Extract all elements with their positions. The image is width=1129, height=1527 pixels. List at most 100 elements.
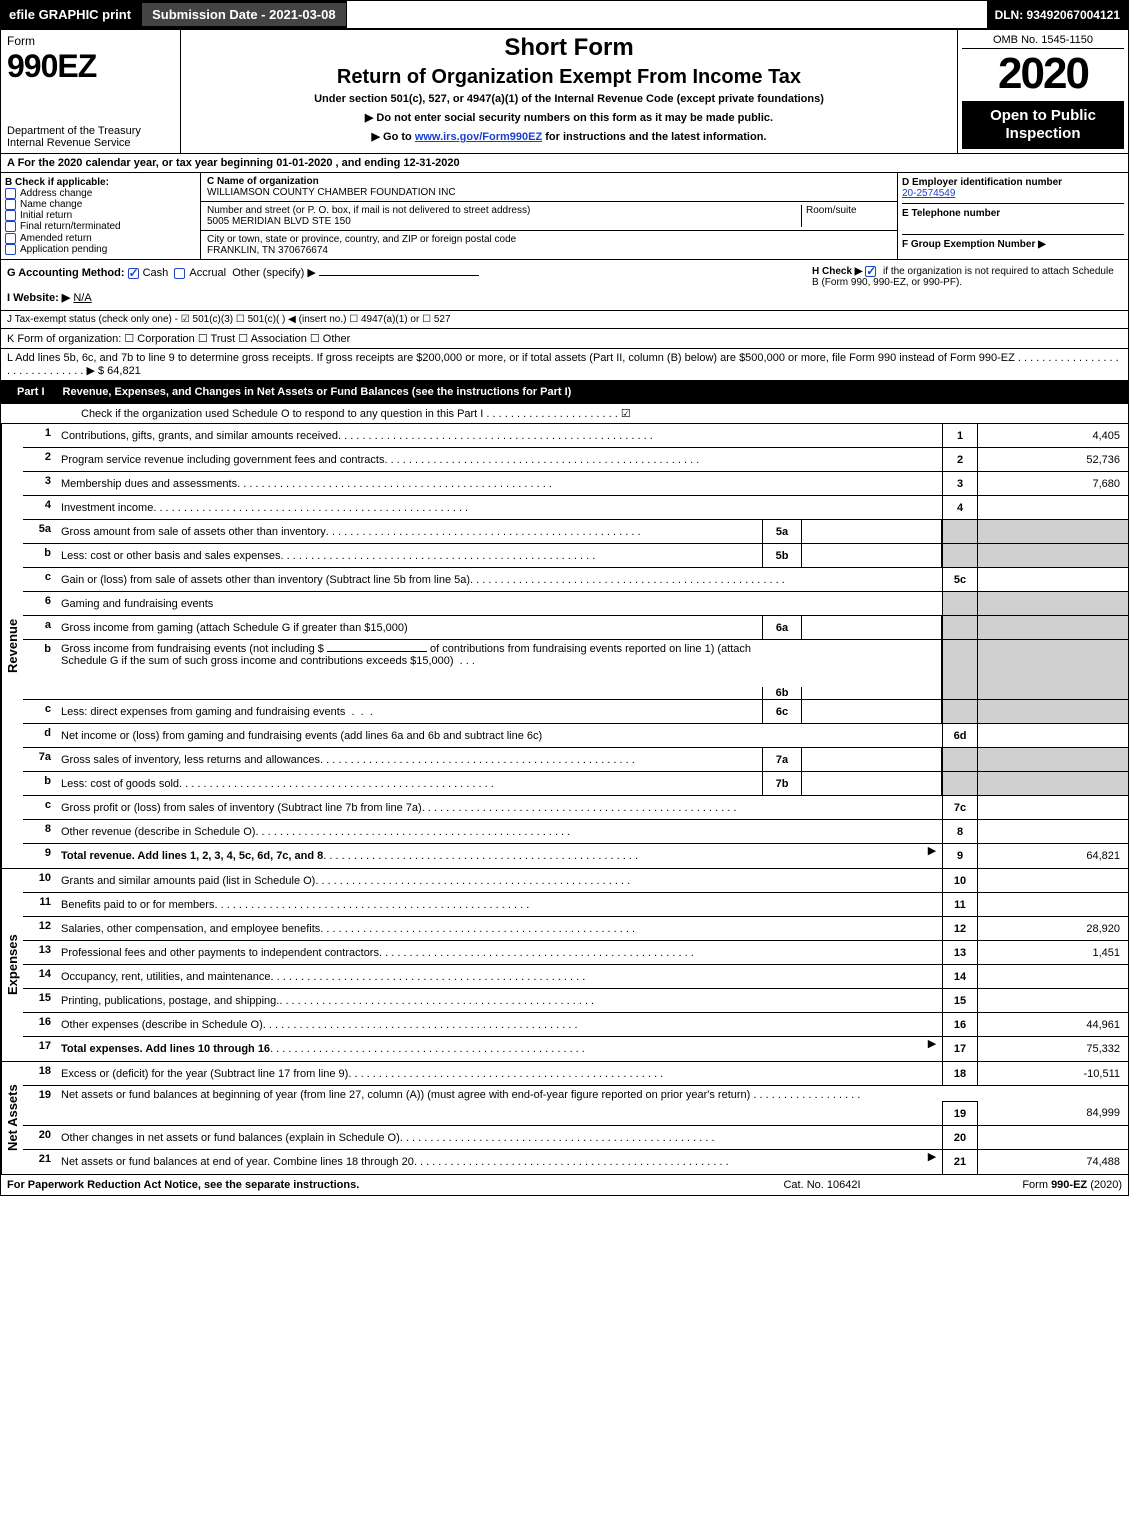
expenses-vlabel: Expenses — [1, 869, 23, 1061]
row-7c: c Gross profit or (loss) from sales of i… — [23, 796, 1128, 820]
r6b-desc1: Gross income from fundraising events (no… — [61, 643, 324, 655]
row-21: 21 Net assets or fund balances at end of… — [23, 1150, 1128, 1174]
dept-line1: Department of the Treasury — [7, 125, 141, 137]
r11-desc: Benefits paid to or for members — [61, 899, 214, 911]
line-a-tax-year: A For the 2020 calendar year, or tax yea… — [1, 154, 1128, 173]
r15-desc: Printing, publications, postage, and shi… — [61, 995, 279, 1007]
line-l-value: 64,821 — [107, 365, 141, 377]
row-6a: a Gross income from gaming (attach Sched… — [23, 616, 1128, 640]
submission-date: Submission Date - 2021-03-08 — [140, 1, 347, 28]
row-17: 17 Total expenses. Add lines 10 through … — [23, 1037, 1128, 1061]
row-14: 14 Occupancy, rent, utilities, and maint… — [23, 965, 1128, 989]
r11-val — [978, 893, 1128, 916]
chk-address-change[interactable]: Address change — [5, 188, 196, 199]
goto-post: for instructions and the latest informat… — [542, 131, 766, 143]
part-i-title: Revenue, Expenses, and Changes in Net As… — [63, 386, 572, 398]
r20-val — [978, 1126, 1128, 1149]
r1-val: 4,405 — [978, 424, 1128, 447]
chk-amended-return[interactable]: Amended return — [5, 233, 196, 244]
r17-desc: Total expenses. Add lines 10 through 16 — [61, 1043, 270, 1055]
r16-val: 44,961 — [978, 1013, 1128, 1036]
dept-line2: Internal Revenue Service — [7, 137, 131, 149]
r16-desc: Other expenses (describe in Schedule O) — [61, 1019, 263, 1031]
e-phone-label: E Telephone number — [902, 208, 1000, 219]
irs-link[interactable]: www.irs.gov/Form990EZ — [415, 131, 542, 143]
r12-val: 28,920 — [978, 917, 1128, 940]
d-ein-label: D Employer identification number — [902, 177, 1062, 188]
r19-val: 84,999 — [978, 1101, 1128, 1125]
r2-val: 52,736 — [978, 448, 1128, 471]
r4-val — [978, 496, 1128, 519]
chk-cash[interactable] — [128, 268, 139, 279]
r17-arrow: ▶ — [922, 1037, 942, 1061]
g-other: Other (specify) ▶ — [232, 267, 316, 279]
r14-val — [978, 965, 1128, 988]
row-12: 12 Salaries, other compensation, and emp… — [23, 917, 1128, 941]
r6-desc: Gaming and fundraising events — [61, 598, 213, 610]
c-city-label: City or town, state or province, country… — [207, 234, 516, 245]
efile-print-button[interactable]: efile GRAPHIC print — [1, 1, 140, 28]
r7c-val — [978, 796, 1128, 819]
r6a-midval — [802, 616, 942, 639]
line-k: K Form of organization: ☐ Corporation ☐ … — [1, 329, 1128, 349]
tax-year: 2020 — [962, 49, 1124, 99]
g-other-input[interactable] — [319, 275, 479, 276]
footer-mid: Cat. No. 10642I — [722, 1179, 922, 1191]
under-section: Under section 501(c), 527, or 4947(a)(1)… — [189, 93, 949, 105]
row-13: 13 Professional fees and other payments … — [23, 941, 1128, 965]
part-i-label: Part I — [9, 384, 53, 400]
r13-desc: Professional fees and other payments to … — [61, 947, 379, 959]
netassets-table: Net Assets 18 Excess or (deficit) for th… — [1, 1062, 1128, 1175]
row-6c: c Less: direct expenses from gaming and … — [23, 700, 1128, 724]
r17-val: 75,332 — [978, 1037, 1128, 1061]
box-def: D Employer identification number 20-2574… — [898, 173, 1128, 259]
r20-desc: Other changes in net assets or fund bala… — [61, 1132, 400, 1144]
r6c-desc: Less: direct expenses from gaming and fu… — [61, 706, 345, 718]
footer-left: For Paperwork Reduction Act Notice, see … — [7, 1179, 722, 1191]
ein-value[interactable]: 20-2574549 — [902, 188, 955, 199]
r7a-midval — [802, 748, 942, 771]
open-public-inspection: Open to Public Inspection — [962, 101, 1124, 149]
r5c-desc: Gain or (loss) from sale of assets other… — [61, 574, 470, 586]
r13-val: 1,451 — [978, 941, 1128, 964]
row-6b: b Gross income from fundraising events (… — [23, 640, 1128, 700]
r3-desc: Membership dues and assessments — [61, 478, 237, 490]
chk-final-return[interactable]: Final return/terminated — [5, 221, 196, 232]
r9-desc: Total revenue. Add lines 1, 2, 3, 4, 5c,… — [61, 850, 323, 862]
r10-val — [978, 869, 1128, 892]
header-left: Form 990EZ Department of the Treasury In… — [1, 30, 181, 153]
r7c-desc: Gross profit or (loss) from sales of inv… — [61, 802, 422, 814]
ssn-warning: ▶ Do not enter social security numbers o… — [189, 111, 949, 124]
form-word: Form — [7, 34, 35, 48]
r3-val: 7,680 — [978, 472, 1128, 495]
r7a-desc: Gross sales of inventory, less returns a… — [61, 754, 320, 766]
box-b: B Check if applicable: Address change Na… — [1, 173, 201, 259]
box-b-title: B Check if applicable: — [5, 177, 196, 188]
r6d-val — [978, 724, 1128, 747]
g-accrual: Accrual — [189, 267, 226, 279]
revenue-vlabel: Revenue — [1, 424, 23, 868]
header-right: OMB No. 1545-1150 2020 Open to Public In… — [958, 30, 1128, 153]
row-2: 2 Program service revenue including gove… — [23, 448, 1128, 472]
r5c-val — [978, 568, 1128, 591]
chk-application-pending[interactable]: Application pending — [5, 244, 196, 255]
r21-val: 74,488 — [978, 1150, 1128, 1174]
r8-val — [978, 820, 1128, 843]
netassets-vlabel: Net Assets — [1, 1062, 23, 1174]
r6b-amount-input[interactable] — [327, 651, 427, 652]
r15-val — [978, 989, 1128, 1012]
chk-h[interactable] — [865, 266, 876, 277]
r14-desc: Occupancy, rent, utilities, and maintena… — [61, 971, 271, 983]
chk-initial-return[interactable]: Initial return — [5, 210, 196, 221]
room-suite-label: Room/suite — [801, 205, 891, 227]
topbar: efile GRAPHIC print Submission Date - 20… — [1, 1, 1128, 30]
chk-name-change[interactable]: Name change — [5, 199, 196, 210]
r21-arrow: ▶ — [922, 1150, 942, 1174]
r1-desc: Contributions, gifts, grants, and simila… — [61, 430, 338, 442]
chk-accrual[interactable] — [174, 268, 185, 279]
page-footer: For Paperwork Reduction Act Notice, see … — [1, 1175, 1128, 1195]
g-cash: Cash — [143, 267, 169, 279]
r7b-midval — [802, 772, 942, 795]
h-pre: H Check ▶ — [812, 266, 862, 277]
row-9: 9 Total revenue. Add lines 1, 2, 3, 4, 5… — [23, 844, 1128, 868]
